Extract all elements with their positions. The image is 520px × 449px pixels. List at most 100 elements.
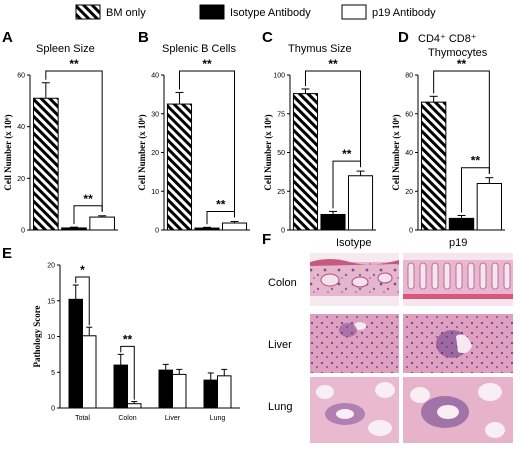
chart-title: Thymus Size [288, 43, 352, 55]
legend-swatch-bm-only [75, 4, 101, 20]
histology-image-liver-isotype [310, 314, 399, 373]
panel-letter-a: A [2, 29, 13, 46]
bar-isotype-antibody [194, 227, 220, 231]
panel-letter-b: B [138, 29, 149, 46]
significance-bracket [304, 70, 362, 168]
bar-isotype-antibody [320, 214, 346, 231]
y-tick-label: 40 [151, 73, 159, 80]
panel-letter-e: E [2, 245, 12, 262]
y-tick-label: 0 [281, 228, 285, 235]
y-axis-label: Pathology Score [32, 305, 42, 367]
bar-bm-only [292, 93, 319, 231]
bar-bm-only [33, 97, 59, 231]
bar-isotype-antibody [61, 227, 87, 231]
significance-bracket [461, 167, 490, 213]
significance-bracket [433, 70, 490, 174]
bar-p19-antibody [82, 335, 97, 409]
x-tick-label: Total [75, 415, 90, 422]
y-tick-label: 40 [405, 150, 413, 157]
y-axis-label: Cell Number (x 10⁶) [391, 114, 401, 190]
bar-isotype-antibody [68, 298, 83, 409]
histology-row-liver: Liver [268, 339, 292, 351]
y-tick-label: 100 [273, 73, 285, 80]
bar-isotype-antibody [158, 369, 173, 409]
significance-label: ** [342, 147, 352, 161]
y-axis-label: Cell Number (x 10⁶) [263, 114, 273, 190]
histology-row-lung: Lung [268, 401, 292, 413]
bar-isotype-antibody [203, 379, 218, 409]
significance-label: ** [471, 154, 481, 168]
significance-label: ** [202, 57, 212, 71]
x-tick-label: Colon [118, 415, 136, 422]
histology-column-isotype: Isotype [336, 237, 371, 249]
y-tick-label: 20 [151, 150, 159, 157]
histology-row-colon: Colon [268, 277, 297, 289]
bar-p19-antibody [217, 375, 232, 409]
y-tick-label: 20 [47, 263, 55, 270]
significance-bracket [75, 276, 90, 326]
y-axis-label: Cell Number (x 10⁶) [137, 114, 147, 190]
significance-label: ** [123, 332, 133, 346]
y-tick-label: 5 [51, 370, 55, 377]
y-tick-label: 40 [17, 124, 25, 131]
significance-bracket [45, 70, 103, 212]
histology-image-colon-isotype [310, 253, 399, 306]
bar-bm-only [166, 103, 193, 231]
y-tick-label: 10 [151, 189, 159, 196]
y-tick-label: 0 [51, 406, 55, 413]
x-tick-label: Liver [165, 415, 181, 422]
y-tick-label: 80 [405, 73, 413, 80]
bar-p19-antibody [347, 175, 374, 231]
panel-letter-c: C [262, 29, 273, 46]
chart-panel-e: E 0 5 10 15 20 Pathology Score Total Colon Liver L… [2, 245, 240, 422]
y-tick-label: 20 [17, 176, 25, 183]
legend-label-isotype: Isotype Antibody [230, 7, 311, 19]
chart-panel-d: D CD4⁺ CD8⁺ Thymocytes 0 20 40 60 80 Cell Number… [391, 29, 505, 235]
bar-p19-antibody [89, 216, 115, 231]
y-tick-label: 75 [277, 111, 285, 118]
histology-panel: F Isotype p19 Colon Liver Lung [262, 231, 513, 443]
chart-title: Splenic B Cells [162, 43, 236, 55]
histology-image-lung-isotype [310, 377, 399, 443]
chart-panel-b: B Splenic B Cells 0 10 20 30 40 Cell Number (x … [137, 29, 250, 235]
histology-image-lung-p19 [403, 377, 513, 443]
legend-swatch-p19 [341, 4, 367, 20]
bar-p19-antibody [476, 183, 503, 231]
bar-p19-antibody [172, 373, 187, 409]
y-tick-label: 60 [17, 73, 25, 80]
bar-isotype-antibody [448, 217, 475, 231]
chart-title-line2: Thymocytes [428, 47, 488, 59]
significance-label: ** [69, 57, 79, 71]
y-axis-label: Cell Number (x 10⁶) [3, 114, 13, 190]
y-tick-label: 0 [155, 228, 159, 235]
significance-bracket [206, 210, 236, 225]
histology-image-liver-p19 [403, 314, 513, 373]
y-tick-label: 10 [47, 334, 55, 341]
y-tick-label: 60 [405, 111, 413, 118]
significance-bracket [332, 160, 362, 209]
y-tick-label: 0 [21, 228, 25, 235]
panel-letter-d: D [398, 29, 409, 46]
significance-label: ** [83, 192, 93, 206]
panel-letter-f: F [262, 231, 271, 248]
bar-isotype-antibody [113, 364, 128, 409]
histology-column-p19: p19 [449, 237, 467, 249]
legend-label-bm-only: BM only [106, 7, 146, 19]
chart-title: Spleen Size [36, 43, 95, 55]
significance-label: ** [457, 57, 467, 71]
bar-p19-antibody [127, 403, 142, 409]
chart-panel-c: C Thymus Size 0 25 50 75 100 Cell Number (x 10⁶… [262, 29, 376, 235]
legend-swatch-isotype [199, 4, 225, 20]
y-tick-label: 30 [151, 111, 159, 118]
charts: A Spleen Size 0 20 40 60 Cell Number (x 10⁶) **… [2, 29, 505, 422]
significance-bracket [73, 205, 103, 225]
x-tick-label: Lung [210, 415, 226, 422]
significance-label: ** [216, 197, 226, 211]
histology-image-colon-p19 [403, 253, 513, 306]
y-tick-label: 0 [409, 228, 413, 235]
legend-label-p19: p19 Antibody [372, 7, 436, 19]
bar-bm-only [420, 101, 447, 231]
legend: BM only Isotype Antibody p19 Antibody [75, 4, 436, 20]
significance-label: ** [328, 57, 338, 71]
